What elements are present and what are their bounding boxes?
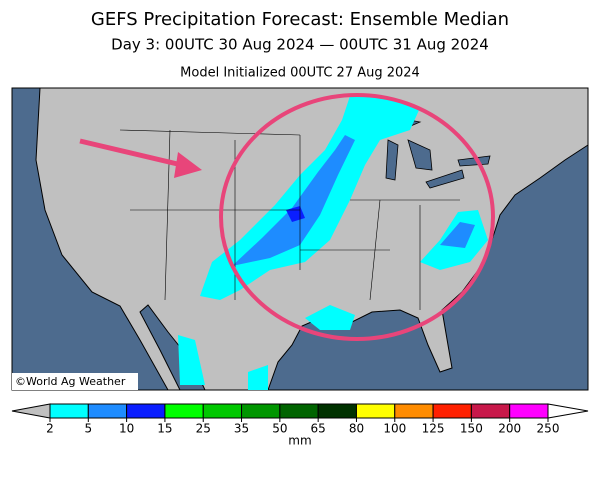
- title: GEFS Precipitation Forecast: Ensemble Me…: [91, 9, 509, 30]
- tick-label: 5: [84, 422, 92, 436]
- tick-label: 150: [460, 422, 483, 436]
- highlight-circle: [219, 93, 495, 341]
- arrow-head: [174, 152, 202, 178]
- tick-label: 35: [234, 422, 249, 436]
- color-swatch: [126, 403, 166, 419]
- color-swatch: [164, 403, 204, 419]
- tick-label: 10: [119, 422, 134, 436]
- color-swatch: [279, 403, 319, 419]
- below-range: [11, 403, 51, 419]
- color-swatch: [394, 403, 434, 419]
- tick-label: 125: [422, 422, 445, 436]
- state-borders: [119, 129, 460, 310]
- credit: ©World Ag Weather: [15, 375, 126, 388]
- unit: mm: [288, 434, 311, 448]
- color-swatch: [87, 403, 128, 419]
- color-swatch: [317, 403, 357, 419]
- precipitation: [178, 96, 488, 390]
- legend: 2 5 10 15 25 35 50 65 80 100 125 150 200 250: [11, 403, 589, 436]
- tick-label: 100: [383, 422, 406, 436]
- color-swatch: [241, 403, 281, 419]
- tick-label: 200: [498, 422, 521, 436]
- color-swatch: [49, 403, 89, 419]
- tick-label: 80: [349, 422, 364, 436]
- subtitle: Day 3: 00UTC 30 Aug 2024 — 00UTC 31 Aug …: [111, 36, 489, 54]
- tick-label: 250: [537, 422, 560, 436]
- above-range: [547, 403, 589, 419]
- color-swatch: [202, 403, 243, 419]
- color-swatch: [470, 403, 511, 419]
- tick-label: 50: [272, 422, 287, 436]
- color-swatch: [355, 403, 396, 419]
- tick-label: 15: [157, 422, 172, 436]
- arrow-shaft: [79, 138, 187, 169]
- great-lakes: [351, 117, 491, 189]
- init-time: Model Initialized 00UTC 27 Aug 2024: [180, 66, 420, 81]
- color-swatch: [509, 403, 549, 419]
- color-swatch: [432, 403, 472, 419]
- tick-label: 25: [196, 422, 211, 436]
- tick-label: 65: [311, 422, 326, 436]
- map: ©World Ag Weather: [11, 87, 589, 391]
- credit-box: [12, 373, 138, 390]
- tick-label: 2: [46, 422, 54, 436]
